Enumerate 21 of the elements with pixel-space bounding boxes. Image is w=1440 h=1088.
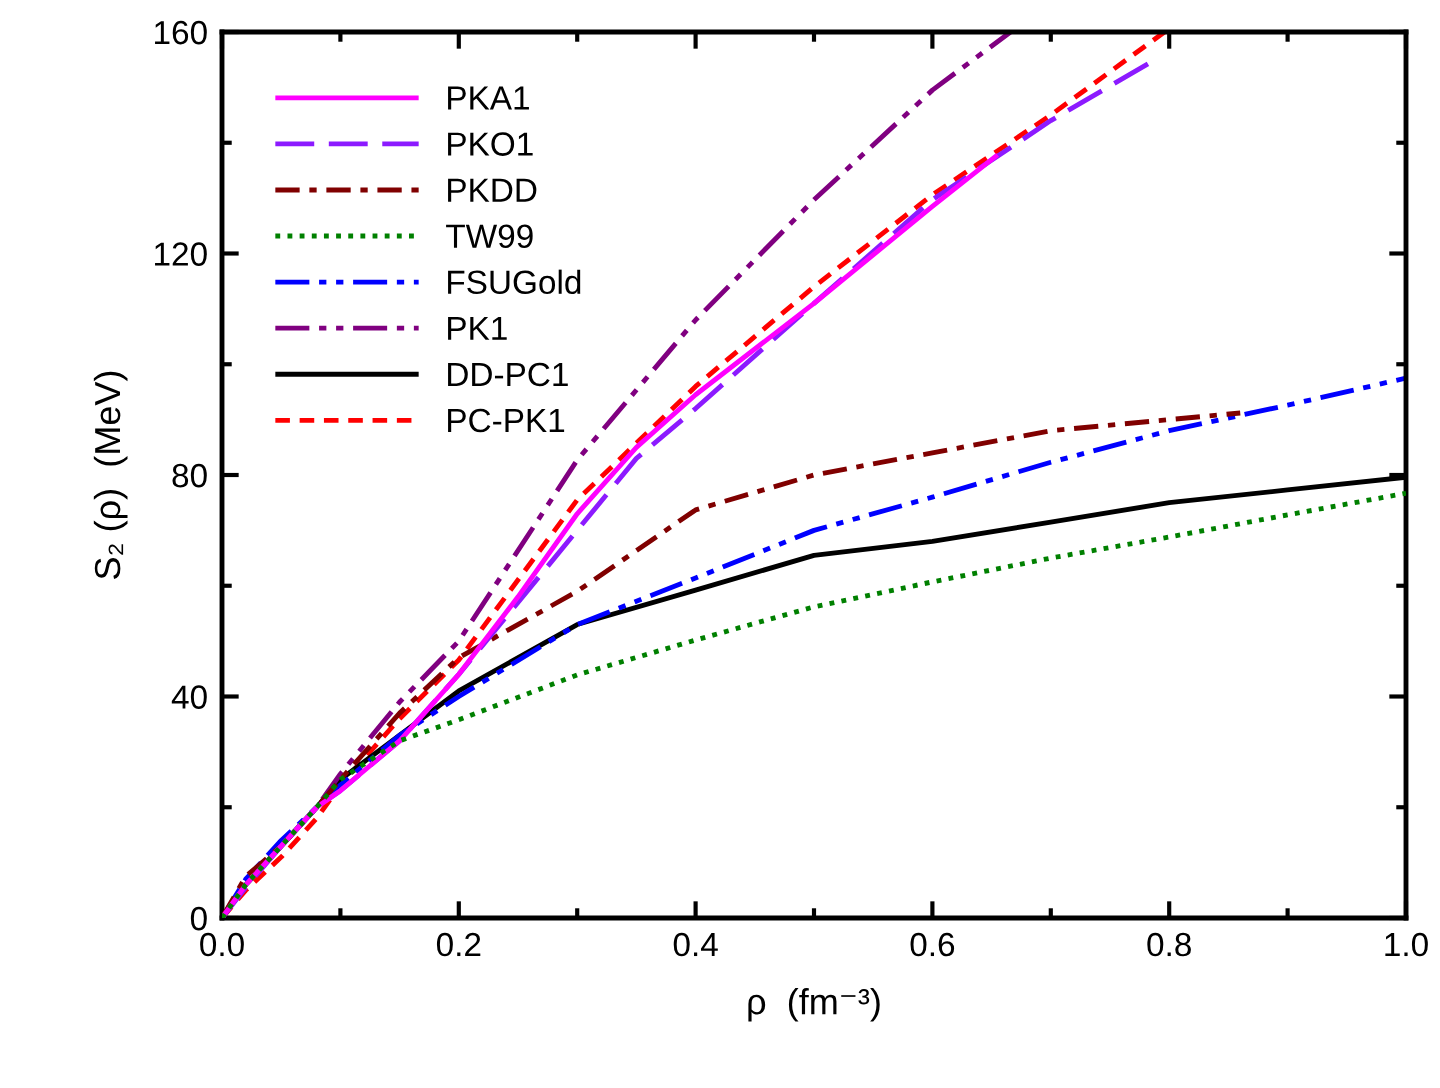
x-tick-label: 0.4 (673, 932, 718, 957)
legend-label: PKO1 (448, 132, 533, 156)
legend-label: TW99 (446, 224, 533, 249)
legend-label: DD-PC1 (448, 362, 568, 387)
x-tick-label: 0.6 (910, 932, 955, 957)
x-axis-title: ρ (fm⁻³) (748, 987, 880, 1022)
x-tick-label: 0.2 (436, 932, 481, 957)
x-tick-label: 0.0 (200, 932, 244, 957)
y-axis-title: S₂ (ρ) (MeV) (93, 371, 128, 579)
x-tick-label: 1.0 (1385, 932, 1428, 957)
y-tick-label: 0 (190, 906, 207, 931)
legend-label: PK1 (448, 316, 507, 340)
y-tick-label: 80 (172, 463, 207, 488)
y-tick-label: 120 (155, 242, 207, 266)
legend-label: PKA1 (448, 86, 529, 110)
x-tick-label: 0.8 (1147, 932, 1191, 957)
y-tick-label: 160 (155, 20, 207, 45)
legend-label: PKDD (448, 178, 537, 202)
legend-label: FSUGold (448, 269, 581, 295)
y-tick-label: 40 (171, 685, 207, 709)
legend-label: PC-PK1 (448, 408, 565, 433)
